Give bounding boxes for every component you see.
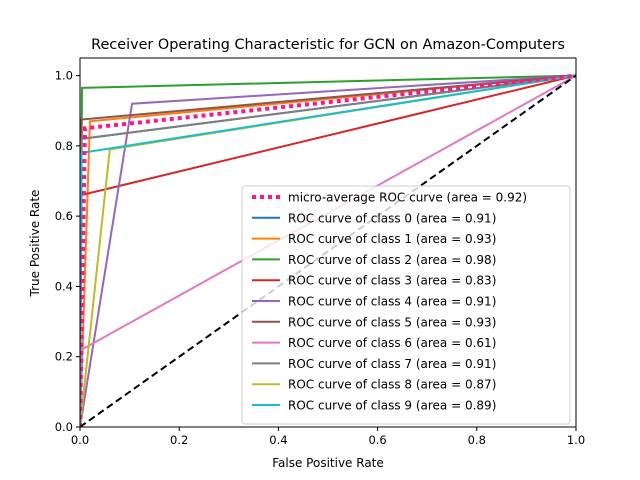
legend-entry-label: ROC curve of class 2 (area = 0.98) [288,253,496,267]
chart-title: Receiver Operating Characteristic for GC… [91,37,565,53]
legend-box [241,185,571,425]
y-axis: 0.0 0.2 0.4 0.6 0.8 1.0 [55,69,80,434]
y-tick-label: 1.0 [55,69,73,83]
x-tick-label: 0.8 [468,433,486,447]
y-tick-label: 0.2 [55,350,73,364]
roc-curve-class-4 [80,74,576,427]
legend-entry-label: ROC curve of class 3 (area = 0.83) [288,274,496,288]
legend-entry-label: ROC curve of class 0 (area = 0.91) [288,211,496,225]
y-tick-label: 0.0 [55,420,73,434]
y-tick-label: 0.4 [55,279,73,293]
x-tick-label: 0.0 [71,433,89,447]
legend: micro-average ROC curve (area = 0.92) ROC… [241,185,571,425]
x-tick-label: 0.6 [368,433,386,447]
x-tick-label: 0.4 [269,433,287,447]
y-axis-label: True Positive Rate [28,190,42,298]
x-tick-label: 1.0 [567,433,585,447]
legend-entry-label: ROC curve of class 8 (area = 0.87) [288,378,496,392]
micro-average-roc-curve [80,73,576,427]
y-tick-label: 0.8 [55,139,73,153]
legend-entry-label: ROC curve of class 9 (area = 0.89) [288,399,496,413]
x-tick-label: 0.2 [170,433,188,447]
legend-entry-label: micro-average ROC curve (area = 0.92) [288,191,527,205]
plot-frame [79,57,577,428]
legend-entry-label: ROC curve of class 1 (area = 0.93) [288,232,496,246]
legend-entry-label: ROC curve of class 6 (area = 0.61) [288,336,496,350]
legend-entry-label: ROC curve of class 5 (area = 0.93) [288,315,496,329]
legend-entry-label: ROC curve of class 4 (area = 0.91) [288,295,496,309]
x-axis-label: False Positive Rate [272,456,384,470]
y-tick-label: 0.6 [55,209,73,223]
legend-entry-label: ROC curve of class 7 (area = 0.91) [288,357,496,371]
x-axis: 0.0 0.2 0.4 0.6 0.8 1.0 [71,427,585,447]
